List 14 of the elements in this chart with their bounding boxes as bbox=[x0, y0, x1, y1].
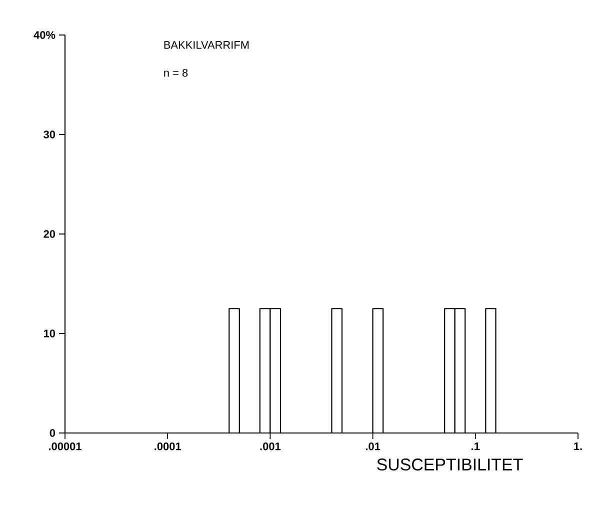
y-tick-label: 0 bbox=[50, 429, 56, 437]
x-tick-label: 1. bbox=[574, 442, 582, 450]
x-axis-title: SUSCEPTIBILITET bbox=[377, 458, 523, 471]
x-tick-label: .0001 bbox=[154, 442, 181, 450]
y-tick-label: 10 bbox=[44, 330, 56, 338]
x-tick-label: .00001 bbox=[48, 442, 82, 450]
y-tick-label: 30 bbox=[44, 130, 56, 138]
x-tick-label: .1 bbox=[472, 442, 480, 450]
x-tick-label: .01 bbox=[366, 442, 380, 450]
annotation: n = 8 bbox=[164, 68, 188, 77]
y-tick-label: 40% bbox=[34, 31, 56, 39]
annotation: BAKKILVARRIFM bbox=[164, 41, 249, 49]
x-tick-label: .001 bbox=[260, 442, 281, 450]
y-tick-label: 20 bbox=[44, 230, 56, 238]
